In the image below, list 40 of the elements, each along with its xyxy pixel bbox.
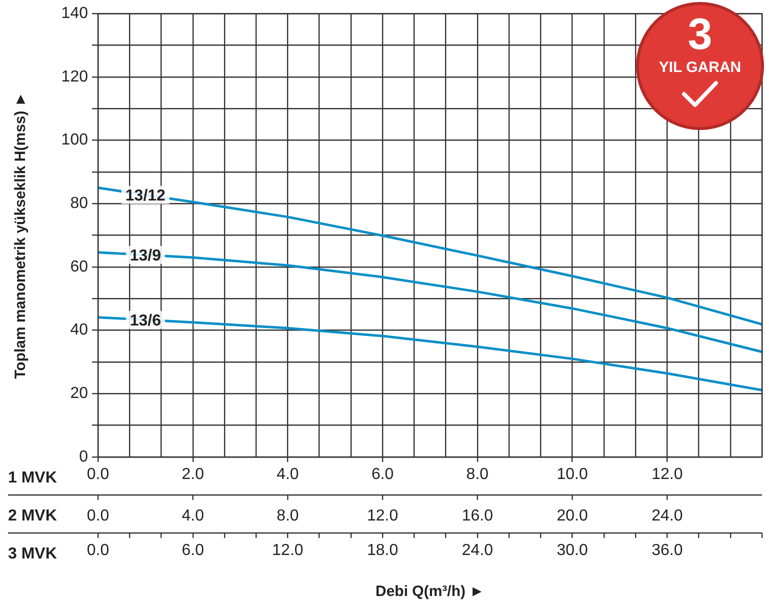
x-tick-label: 12.0	[272, 542, 304, 560]
y-tick-label: 140	[61, 5, 88, 22]
x2-tick-label: 0.0	[86, 466, 110, 484]
warranty-badge: 3 YIL GARAN	[636, 2, 764, 130]
y-tick-label: 20	[70, 385, 88, 402]
annotation: YIL GARAN	[658, 59, 742, 76]
text: 1 MVK	[8, 469, 58, 486]
text: 8.0	[276, 507, 299, 524]
text: 0.0	[86, 507, 110, 524]
x2-tick-label: 4.0	[276, 466, 299, 484]
x2-tick-label: 12.0	[652, 466, 683, 484]
y-tick-label: 100	[61, 132, 88, 149]
y-tick-label: 80	[70, 195, 88, 212]
text: 4.0	[182, 507, 204, 524]
series-label: 13/12	[125, 187, 166, 204]
x-tick-label: 18.0	[367, 542, 398, 560]
x-tick-label: 30.0	[556, 542, 588, 560]
y-axis-title: Toplam manometrik yükseklik H(mss) ►	[12, 92, 30, 379]
x2-tick-label: 8.0	[466, 466, 489, 484]
x-tick-label: 36.0	[652, 542, 683, 560]
x-tick-label: 6.0	[182, 542, 204, 560]
annotation: 3	[686, 10, 714, 59]
text: 24.0	[652, 507, 683, 524]
x-tick-label: 24.0	[462, 542, 494, 560]
text: 3 MVK	[8, 545, 58, 562]
y-tick-label: 40	[70, 322, 88, 339]
x2-tick-label: 10.0	[556, 466, 588, 484]
x2-tick-label: 2.0	[182, 466, 204, 484]
x2-tick-label: 6.0	[371, 466, 394, 484]
series-label: 13/9	[130, 247, 162, 264]
text: 20.0	[556, 507, 588, 524]
text: 2 MVK	[8, 507, 58, 524]
text: 12.0	[367, 507, 398, 524]
y-tick-label: 0	[79, 448, 88, 466]
x-axis-title: Debi Q(m³/h) ►	[375, 583, 485, 600]
y-tick-label: 120	[61, 68, 88, 86]
series-label: 13/6	[130, 312, 162, 330]
y-tick-label: 60	[70, 258, 88, 276]
x-tick-label: 0.0	[86, 542, 110, 560]
text: 16.0	[462, 507, 494, 524]
